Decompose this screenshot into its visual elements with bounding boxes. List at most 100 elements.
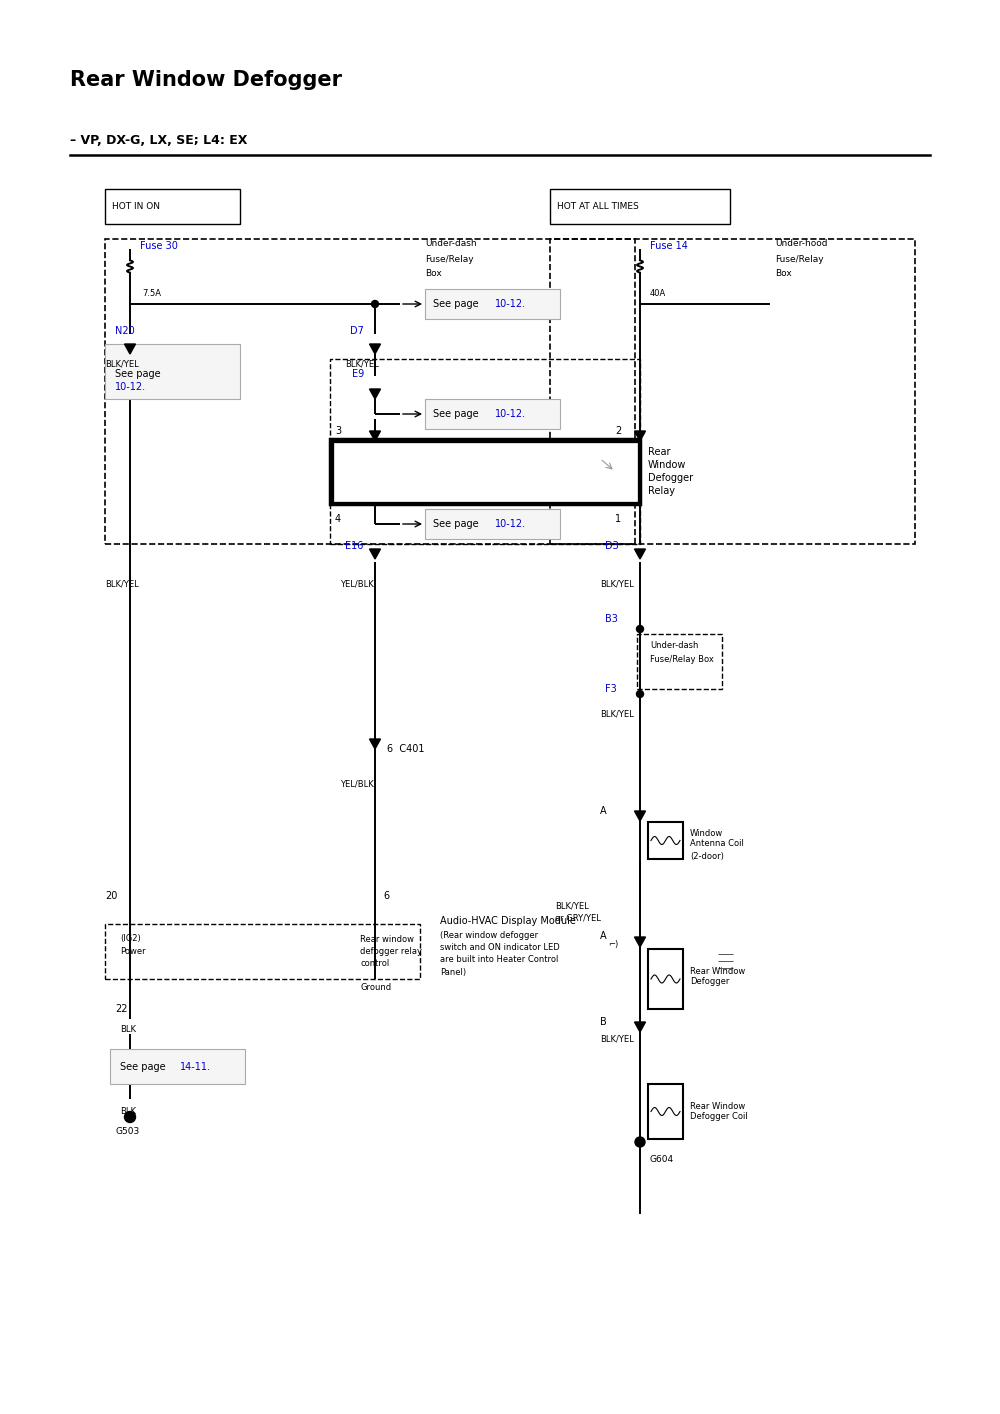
Text: (2-door): (2-door)	[690, 853, 724, 861]
Text: Power: Power	[120, 947, 146, 956]
Text: Fuse/Relay Box: Fuse/Relay Box	[650, 656, 714, 665]
Text: B3: B3	[605, 614, 618, 624]
Text: or GRY/YEL: or GRY/YEL	[555, 913, 601, 922]
Bar	[550, 189, 730, 223]
Polygon shape	[370, 344, 381, 354]
Text: G604: G604	[650, 1154, 674, 1164]
Text: control: control	[360, 960, 389, 969]
Text: 20: 20	[105, 891, 117, 901]
Polygon shape	[125, 344, 136, 354]
Bar	[330, 438, 640, 503]
Text: Box: Box	[775, 270, 792, 279]
Text: Under-dash: Under-dash	[425, 239, 477, 249]
Text: 22: 22	[115, 1004, 128, 1014]
Text: (Rear window defogger: (Rear window defogger	[440, 932, 538, 940]
Text: Rear Window: Rear Window	[690, 1102, 745, 1111]
Text: See page: See page	[433, 409, 482, 419]
Bar	[105, 189, 240, 223]
Text: See page: See page	[433, 519, 482, 529]
Bar	[105, 344, 240, 399]
Circle shape	[635, 1137, 645, 1147]
Text: BLK/YEL: BLK/YEL	[105, 580, 139, 588]
Text: Relay: Relay	[648, 486, 675, 496]
Text: Defogger Coil: Defogger Coil	[690, 1111, 748, 1121]
Circle shape	[637, 625, 644, 632]
Text: Under-dash: Under-dash	[650, 642, 698, 650]
Text: E16: E16	[345, 542, 363, 551]
Text: 40A: 40A	[650, 290, 666, 298]
Circle shape	[125, 1111, 136, 1123]
Text: Ground: Ground	[360, 983, 391, 991]
Bar	[550, 239, 915, 544]
Text: YEL/BLK: YEL/BLK	[340, 779, 374, 789]
Text: Rear Window: Rear Window	[690, 967, 745, 976]
Text: 3: 3	[335, 426, 341, 436]
Text: Fuse/Relay: Fuse/Relay	[775, 255, 824, 263]
Text: BLK: BLK	[120, 1107, 136, 1116]
Text: Fuse/Relay: Fuse/Relay	[425, 255, 474, 263]
Text: See page: See page	[433, 298, 482, 310]
Text: F3: F3	[605, 684, 617, 694]
Text: 10-12.: 10-12.	[495, 409, 526, 419]
Text: B: B	[600, 1017, 607, 1027]
Text: Antenna Coil: Antenna Coil	[690, 840, 744, 848]
Text: See page: See page	[115, 369, 161, 379]
Text: 6  C401: 6 C401	[387, 744, 425, 754]
Circle shape	[637, 690, 644, 697]
Text: 2: 2	[615, 426, 621, 436]
Bar	[648, 949, 683, 1010]
Text: 7.5A: 7.5A	[142, 290, 161, 298]
Text: Fuse 14: Fuse 14	[650, 240, 688, 252]
Text: Rear window: Rear window	[360, 935, 414, 943]
Bar	[425, 509, 560, 539]
Circle shape	[372, 301, 379, 307]
Bar	[425, 399, 560, 428]
Text: Under-hood: Under-hood	[775, 239, 828, 249]
Text: BLK/YEL: BLK/YEL	[105, 359, 139, 369]
Text: See page: See page	[120, 1062, 169, 1072]
Text: defogger relay: defogger relay	[360, 947, 422, 956]
Text: switch and ON indicator LED: switch and ON indicator LED	[440, 943, 560, 953]
Text: Window: Window	[648, 460, 686, 469]
Text: 10-12.: 10-12.	[115, 382, 146, 392]
Polygon shape	[635, 937, 646, 947]
Polygon shape	[635, 431, 646, 441]
Text: BLK/YEL: BLK/YEL	[600, 710, 634, 718]
Text: BLK/YEL: BLK/YEL	[600, 1035, 634, 1044]
Polygon shape	[635, 1022, 646, 1032]
Polygon shape	[635, 812, 646, 822]
Bar	[334, 443, 637, 501]
Text: N20: N20	[115, 327, 135, 337]
Bar	[105, 923, 420, 978]
Bar	[637, 633, 722, 689]
Text: 6: 6	[383, 891, 389, 901]
Text: Window: Window	[690, 830, 723, 839]
Text: ⌐): ⌐)	[608, 939, 618, 949]
Text: A: A	[600, 806, 607, 816]
Bar	[648, 822, 683, 858]
Text: G503: G503	[115, 1127, 139, 1137]
Bar	[110, 1049, 245, 1085]
Text: Rear Window Defogger: Rear Window Defogger	[70, 71, 342, 90]
Text: BLK: BLK	[120, 1025, 136, 1034]
Text: 10-12.: 10-12.	[495, 298, 526, 310]
Text: D3: D3	[605, 542, 619, 551]
Text: 4: 4	[335, 515, 341, 525]
Text: BLK/YEL: BLK/YEL	[555, 902, 589, 911]
Polygon shape	[370, 549, 381, 559]
Polygon shape	[370, 389, 381, 399]
Polygon shape	[370, 431, 381, 441]
Polygon shape	[370, 740, 381, 749]
Text: – VP, DX-G, LX, SE; L4: EX: – VP, DX-G, LX, SE; L4: EX	[70, 133, 247, 147]
Text: Rear: Rear	[648, 447, 670, 457]
Text: are built into Heater Control: are built into Heater Control	[440, 956, 558, 964]
Text: Defogger: Defogger	[690, 977, 729, 986]
Bar	[105, 239, 635, 544]
Text: Defogger: Defogger	[648, 474, 693, 484]
Polygon shape	[635, 549, 646, 559]
Text: BLK/YEL: BLK/YEL	[600, 580, 634, 588]
Bar	[330, 359, 640, 544]
Text: HOT IN ON: HOT IN ON	[112, 202, 160, 211]
Text: YEL/BLK: YEL/BLK	[340, 580, 374, 588]
Text: 10-12.: 10-12.	[495, 519, 526, 529]
